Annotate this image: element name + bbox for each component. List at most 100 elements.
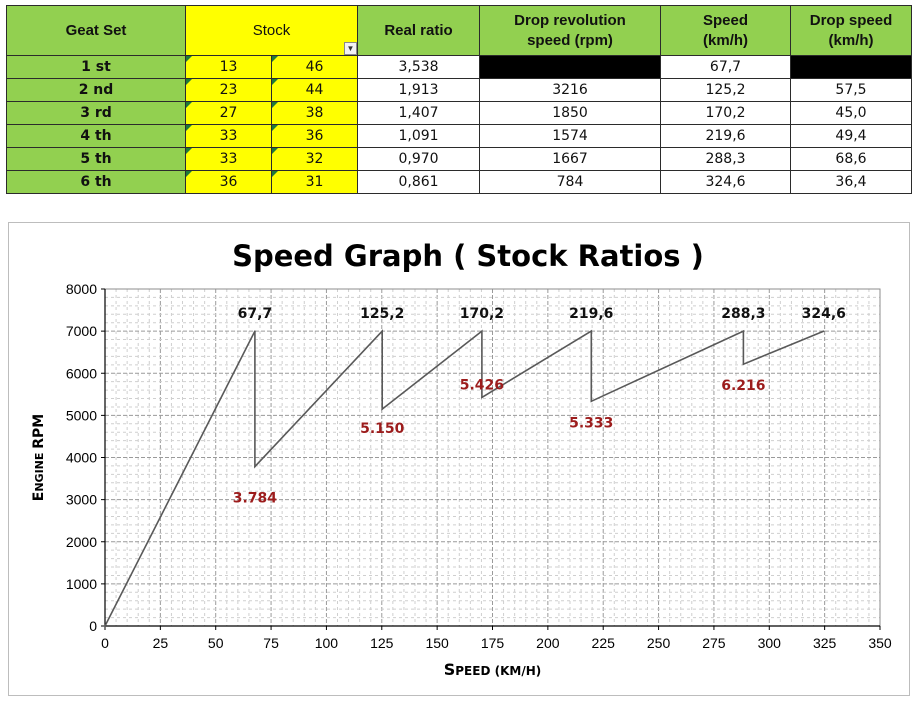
shift-speed-label: 324,6 [802,306,846,322]
tooth-a-cell[interactable]: 23 [185,78,272,102]
data-point [254,330,256,332]
data-point [254,465,256,468]
tooth-a-cell[interactable]: 33 [185,124,272,148]
drop-speed-cell[interactable] [790,55,913,79]
drop-rpm-cell[interactable] [479,55,662,79]
y-tick-label: 5000 [66,407,97,423]
header-drop-rev-line1: Drop revolution [514,11,626,29]
header-gear-set[interactable]: Geat Set [6,5,186,56]
gear-name-cell[interactable]: 1 st [6,55,186,79]
drop-rpm-label: 3.784 [233,491,278,507]
data-point [742,363,745,365]
x-tick-label: 75 [263,635,279,651]
speed-cell[interactable]: 170,2 [660,101,792,125]
shift-speed-label: 125,2 [360,306,404,322]
speed-cell[interactable]: 219,6 [660,124,792,148]
drop-rpm-label: 6.216 [721,378,765,394]
y-tick-label: 3000 [66,492,97,508]
filter-dropdown-icon[interactable]: ▼ [344,42,358,55]
header-speed-line2: (km/h) [703,31,749,49]
chart-annotations: 67,7 125,2 170,2 219,6 288,3 324,6 3.784 5.150 5… [233,306,846,506]
tooth-a-cell[interactable]: 33 [185,147,272,171]
x-tick-label: 275 [702,635,726,651]
x-axis-title: SPEED (KM/H) [444,660,542,679]
chart-series [104,329,825,627]
gear-ratio-table: Geat Set Stock ▼ Real ratio Drop revolut… [6,5,913,194]
speed-cell[interactable]: 324,6 [660,170,792,194]
drop-rpm-cell[interactable]: 784 [479,170,662,194]
real-ratio-cell[interactable]: 1,091 [357,124,481,148]
drop-rpm-label: 5.426 [460,377,504,393]
y-tick-label: 4000 [66,450,97,466]
x-tick-label: 100 [315,635,339,651]
data-point [104,625,106,627]
drop-rpm-label: 5.333 [569,415,613,431]
tooth-a-cell[interactable]: 36 [185,170,272,194]
header-real-ratio[interactable]: Real ratio [357,5,481,56]
header-drop-revolution[interactable]: Drop revolution speed (rpm) [479,5,662,56]
table-row: 1 st 13 46 3,538 67,7 [6,55,913,79]
real-ratio-cell[interactable]: 1,913 [357,78,481,102]
header-drop-speed[interactable]: Drop speed (km/h) [790,5,913,56]
gear-name-cell[interactable]: 4 th [6,124,186,148]
y-tick-label: 2000 [66,534,97,550]
speed-cell[interactable]: 288,3 [660,147,792,171]
drop-rpm-cell[interactable]: 1850 [479,101,662,125]
data-point [822,330,825,332]
shift-speed-label: 170,2 [460,306,504,322]
real-ratio-cell[interactable]: 3,538 [357,55,481,79]
speed-graph-chart[interactable]: Speed Graph ( Stock Ratios ) 0 25 50 75 100 1… [8,222,910,696]
gear-name-cell[interactable]: 6 th [6,170,186,194]
header-drop-speed-line2: (km/h) [828,31,874,49]
drop-speed-cell[interactable]: 57,5 [790,78,913,102]
chart-title: Speed Graph ( Stock Ratios ) [232,239,704,273]
drop-speed-cell[interactable]: 36,4 [790,170,913,194]
drop-rpm-cell[interactable]: 3216 [479,78,662,102]
real-ratio-cell[interactable]: 1,407 [357,101,481,125]
real-ratio-cell[interactable]: 0,861 [357,170,481,194]
tooth-a-cell[interactable]: 13 [185,55,272,79]
gear-name-cell[interactable]: 2 nd [6,78,186,102]
speed-cell[interactable]: 125,2 [660,78,792,102]
shift-speed-label: 219,6 [569,306,613,322]
x-tick-label: 125 [370,635,394,651]
gear-name-cell[interactable]: 3 rd [6,101,186,125]
data-point [481,330,483,332]
x-tick-label: 50 [208,635,224,651]
speed-cell[interactable]: 67,7 [660,55,792,79]
tooth-b-cell[interactable]: 44 [270,78,359,102]
drop-rpm-cell[interactable]: 1667 [479,147,662,171]
tooth-b-cell[interactable]: 32 [270,147,359,171]
tooth-b-cell[interactable]: 38 [270,101,359,125]
y-tick-label: 6000 [66,365,97,381]
gear-name-cell[interactable]: 5 th [6,147,186,171]
y-tick-label: 7000 [66,323,97,339]
x-tick-label: 250 [647,635,671,651]
shift-speed-label: 288,3 [721,306,765,322]
tooth-b-cell[interactable]: 31 [270,170,359,194]
header-speed[interactable]: Speed (km/h) [660,5,792,56]
data-point [381,330,384,332]
drop-speed-cell[interactable]: 68,6 [790,147,913,171]
header-drop-speed-line1: Drop speed [809,11,893,29]
table-row: 2 nd 23 44 1,913 3216 125,2 57,5 [6,78,913,102]
drop-speed-cell[interactable]: 45,0 [790,101,913,125]
tooth-a-cell[interactable]: 27 [185,101,272,125]
header-stock-label: Stock [252,21,291,39]
drop-speed-cell[interactable]: 49,4 [790,124,913,148]
tooth-b-cell[interactable]: 36 [270,124,359,148]
data-point [742,330,745,332]
table-row: 6 th 36 31 0,861 784 324,6 36,4 [6,170,913,194]
real-ratio-cell[interactable]: 0,970 [357,147,481,171]
header-stock[interactable]: Stock ▼ [184,5,359,56]
x-tick-label: 325 [813,635,837,651]
data-point [590,400,593,403]
y-tick-label: 8000 [66,281,97,297]
drop-rpm-cell[interactable]: 1574 [479,124,662,148]
data-point [381,408,384,410]
y-axis-title: ENGINE RPM [31,414,47,501]
tooth-b-cell[interactable]: 46 [270,55,359,79]
table-row: 4 th 33 36 1,091 1574 219,6 49,4 [6,124,913,148]
drop-rpm-label: 5.150 [360,421,405,437]
x-tick-label: 25 [153,635,169,651]
